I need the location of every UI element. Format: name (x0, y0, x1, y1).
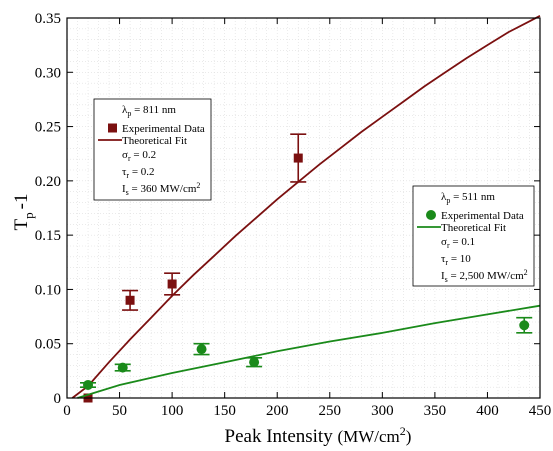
y-tick-label: 0.05 (35, 337, 61, 353)
legend-box (412, 185, 535, 287)
legend-data-label: Experimental Data (122, 123, 205, 135)
data-point-square (167, 279, 177, 289)
y-tick-label: 0.20 (35, 174, 61, 190)
legend-data-label: Experimental Data (441, 210, 524, 222)
data-point-circle (249, 357, 260, 368)
data-point-circle (196, 344, 207, 355)
x-tick-label: 200 (266, 403, 289, 419)
legend-marker-square (108, 123, 117, 133)
x-tick-label: 50 (112, 403, 127, 419)
fit-line (77, 304, 541, 399)
series-511nm-fit (77, 304, 541, 399)
x-tick-label: 300 (371, 403, 394, 419)
legend-param: σr = 0.1 (441, 236, 475, 250)
legend-811: λp = 811 nm Experimental DataTheoretical … (93, 98, 212, 201)
legend-fit-label: Theoretical Fit (122, 135, 187, 147)
legend-param: Is = 2,500 MW/cm2 (441, 268, 528, 284)
data-point-square (293, 153, 303, 163)
x-tick-label: 400 (476, 403, 499, 419)
axes: 0 50 100 150 200 250 300 350 400 450 0 0.05 0.10 0.15… (35, 11, 552, 419)
series-811nm-fit (71, 15, 541, 399)
y-tick-label: 0 (54, 391, 62, 407)
legend-wavelength: λp = 511 nm (441, 191, 495, 205)
legend-box (93, 98, 212, 201)
y-tick-label: 0.30 (35, 65, 61, 81)
legend-param: τr = 0.2 (122, 166, 155, 180)
y-axis-label-sub: p (21, 212, 36, 219)
legend-param: τr = 10 (441, 253, 471, 267)
y-tick-label: 0.10 (35, 282, 61, 298)
legend-marker-circle (426, 210, 436, 220)
y-axis-title: Tp -1 (11, 194, 36, 231)
fit-line (71, 15, 541, 399)
data-point-square (125, 295, 135, 305)
y-tick-label: 0.35 (35, 11, 61, 27)
x-tick-label: 100 (161, 403, 184, 419)
x-axis-units-sup: 2 (400, 424, 406, 438)
y-tick-label: 0.25 (35, 120, 61, 136)
x-axis-label: Peak Intensity (225, 426, 334, 446)
plot-frame (66, 17, 541, 399)
y-axis-label-end: -1 (11, 194, 32, 210)
y-tick-label: 0.15 (35, 228, 61, 244)
legend-param: Is = 360 MW/cm2 (122, 181, 200, 197)
series-511nm-data (80, 316, 533, 390)
x-tick-label: 250 (319, 403, 342, 419)
x-axis-units-end: ) (406, 427, 412, 446)
data-point-circle (83, 379, 94, 390)
x-tick-label: 0 (63, 403, 71, 419)
x-axis-title: Peak Intensity (MW/cm2) (225, 424, 412, 446)
x-tick-label: 150 (213, 403, 236, 419)
x-tick-label: 450 (529, 403, 552, 419)
x-tick-label: 350 (424, 403, 447, 419)
legend-511: λp = 511 nm Experimental DataTheoretical … (412, 185, 535, 287)
legend-wavelength: λp = 811 nm (122, 104, 176, 118)
legend-param: σr = 0.2 (122, 149, 156, 163)
series-layer (71, 15, 541, 403)
legend-fit-label: Theoretical Fit (441, 222, 506, 234)
data-point-circle (519, 320, 530, 331)
y-axis-label-main: T (11, 218, 32, 230)
x-axis-units: (MW/cm (337, 427, 399, 446)
data-point-circle (117, 362, 128, 373)
